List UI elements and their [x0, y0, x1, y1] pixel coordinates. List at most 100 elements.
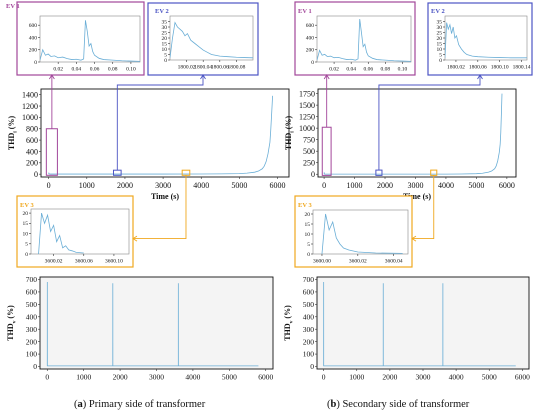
a-main-series-line: [48, 95, 273, 175]
b-ev3-arrowhead: [411, 235, 417, 242]
a-bottom-ylabel: THDv (%): [6, 305, 17, 341]
b-main-xlabel: Time (s): [403, 192, 431, 201]
b-main-xtick-label: 4000: [438, 181, 454, 190]
a-ev3-title: EV 3: [20, 202, 35, 209]
b-main-ytick-label: 1000: [299, 124, 315, 133]
b-ev2-ytick-label: 15: [437, 41, 443, 47]
a-ev2-frame: [147, 2, 259, 76]
b-bottom-xtick-label: 0: [322, 373, 326, 382]
a-bottom-plot-box: [39, 276, 274, 370]
a-bottom-xtick-label: 1000: [76, 373, 91, 382]
a-bottom-xtick-label: 4000: [185, 373, 200, 382]
b-ev2-title: EV 2: [431, 8, 445, 15]
b-main-ylabel: THDi (%): [284, 116, 295, 151]
b-ev2-connector: [378, 75, 481, 171]
caption-b: (b) Secondary side of transformer: [327, 399, 470, 410]
a-ev3-connector: [133, 175, 187, 240]
a-ev2-xtick-label: 1800.08: [227, 65, 245, 71]
caption-a-label: a: [77, 399, 83, 410]
a-ev3-ytick-label: 5: [25, 242, 28, 248]
b-ev1-xtick-label: 0.06: [363, 67, 373, 73]
a-main-xtick-label: 6000: [270, 181, 286, 190]
b-bottom-ytick-label: 700: [303, 275, 315, 284]
a-ev2-ytick-label: 30: [162, 25, 168, 31]
b-ev2-ytick-label: 0: [439, 58, 442, 64]
b-ev1-ytick-label: 200: [306, 48, 315, 54]
a-bottom-xtick-label: 3000: [149, 373, 164, 382]
b-ev3-title: EV 3: [298, 202, 313, 209]
b-main-ylabel-unit: (%): [284, 116, 293, 132]
b-ev3-xtick-label: 3600.04: [385, 259, 403, 265]
caption-b-text: Secondary side of transformer: [342, 399, 470, 410]
b-main-ytick-label: 1250: [299, 112, 315, 121]
b-bottom-xtick-label: 4000: [449, 373, 464, 382]
a-ev1-xtick-label: 0.08: [108, 67, 118, 73]
a-bottom-xtick-label: 0: [45, 373, 49, 382]
b-ev2-ytick-label: 35: [437, 19, 443, 25]
b-main-xtick-label: 6000: [499, 181, 515, 190]
b-ev2-ytick-label: 10: [437, 47, 443, 53]
b-ev2-xtick-label: 1800.02: [447, 65, 465, 71]
a-ev1-xtick-label: 0.02: [53, 67, 63, 73]
a-ev1-series-line: [40, 20, 140, 62]
a-ev3-plot-box: [30, 208, 130, 255]
caption-a-text: Primary side of transformer: [88, 399, 206, 410]
b-main-xtick-label: 3000: [407, 181, 423, 190]
a-ev1-arrowhead: [48, 74, 55, 80]
a-main-ytick-label: 1200: [22, 102, 38, 111]
a-ev3-ytick-label: 20: [23, 211, 29, 217]
a-bottom-xtick-label: 5000: [222, 373, 237, 382]
b-bottom-xtick-label: 3000: [416, 373, 431, 382]
a-ev3-xtick-label: 3600.02: [45, 259, 63, 265]
a-main-ytick-label: 0: [34, 170, 38, 179]
b-ev2-ytick-label: 25: [437, 30, 443, 36]
b-ev1-ytick-label: 400: [306, 35, 315, 41]
a-main-xtick-label: 1000: [79, 181, 95, 190]
b-bottom-ytick-label: 600: [303, 288, 315, 297]
b-main-ytick-label: 750: [303, 135, 315, 144]
a-ev1-xtick-label: 0.10: [126, 67, 136, 73]
a-bottom-ylabel-main: THD: [6, 323, 15, 341]
a-ev1-ytick-label: 400: [29, 35, 38, 41]
a-main-plot-box: [40, 88, 290, 178]
a-main-xtick-label: 0: [47, 181, 51, 190]
a-ev3-frame: [16, 195, 134, 268]
b-main-plot-box: [317, 88, 517, 178]
b-main-xtick-label: 0: [322, 181, 326, 190]
a-ev2-xtick-label: 1800.04: [194, 65, 212, 71]
a-main-ylabel: THDi (%): [7, 116, 18, 151]
a-ev2-ytick-label: 15: [162, 41, 168, 47]
b-main-chart: 0 250 500 750 1000 1250 1500 1750 0 1000 2000 3000 4…: [284, 88, 517, 201]
b-ev3-ytick-label: 5: [307, 242, 310, 248]
b-ev1-plot-box: [316, 15, 412, 63]
b-bottom-ylabel-sub: v: [288, 320, 294, 323]
a-ev3-series-line: [38, 212, 84, 254]
b-bottom-series-line: [323, 281, 516, 367]
b-ev1-title: EV 1: [298, 8, 312, 15]
a-bottom-xtick-label: 6000: [258, 373, 273, 382]
b-ev2-ytick-label: 30: [437, 25, 443, 31]
b-ev1-xtick-label: 0.02: [329, 67, 339, 73]
a-ev1-xtick-label: 0.04: [72, 67, 82, 73]
a-ev1-chart: EV 1 0 200 400 600 0.02 0.04 0.06 0.08 0.10: [6, 1, 145, 76]
b-bottom-ylabel-unit: (%): [283, 305, 292, 321]
b-bottom-ylabel-main: THD: [283, 323, 292, 341]
a-bottom-ytick-label: 100: [26, 350, 38, 359]
a-ev3-ytick-label: 0: [25, 252, 28, 258]
b-main-xtick-label: 2000: [377, 181, 393, 190]
b-bottom-plot-box: [316, 276, 530, 370]
a-main-ytick-label: 400: [26, 147, 38, 156]
b-bottom-xtick-label: 1000: [349, 373, 364, 382]
b-main-ytick-label: 500: [303, 147, 315, 156]
b-main-ytick-label: 1750: [299, 89, 315, 98]
a-main-ytick-label: 600: [26, 136, 38, 145]
b-ev3-plot-box: [312, 209, 409, 255]
b-ev3-connector: [412, 175, 435, 240]
b-ev2-ytick-label: 20: [437, 36, 443, 42]
a-main-xtick-label: 5000: [231, 181, 247, 190]
a-ev3-ytick-label: 15: [23, 221, 29, 227]
a-ev3-chart: EV 3 0 5 10 15 20 3600.02 3600.06 3600.10: [16, 195, 134, 268]
a-ev2-ytick-label: 10: [162, 47, 168, 53]
